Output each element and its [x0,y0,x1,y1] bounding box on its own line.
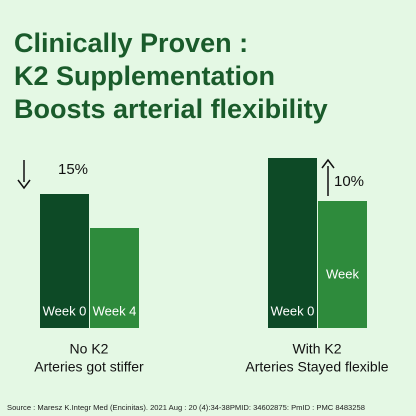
source: Source : Maresz K.Integr Med (Encinitas)… [7,403,365,412]
change-label: 15% [58,161,88,178]
bar-label: Week [326,266,359,281]
bar [268,158,317,328]
bar [40,194,89,328]
bar-label: Week 4 [93,303,137,318]
bar-label: Week 0 [43,303,87,318]
change-label: 10% [334,173,364,190]
title-line: K2 Supplementation [14,61,275,91]
title-line: Boosts arterial flexibility [14,94,328,124]
title-line: Clinically Proven : [14,28,248,58]
bar [318,201,367,328]
group-caption: Arteries got stiffer [34,359,144,375]
arrow-head [17,179,31,190]
bar-label: Week 0 [271,303,315,318]
group-name: With K2 [292,341,341,357]
bar [90,228,139,328]
group-name: No K2 [70,341,109,357]
arrow-head [321,158,335,169]
group-caption: Arteries Stayed flexible [245,359,388,375]
